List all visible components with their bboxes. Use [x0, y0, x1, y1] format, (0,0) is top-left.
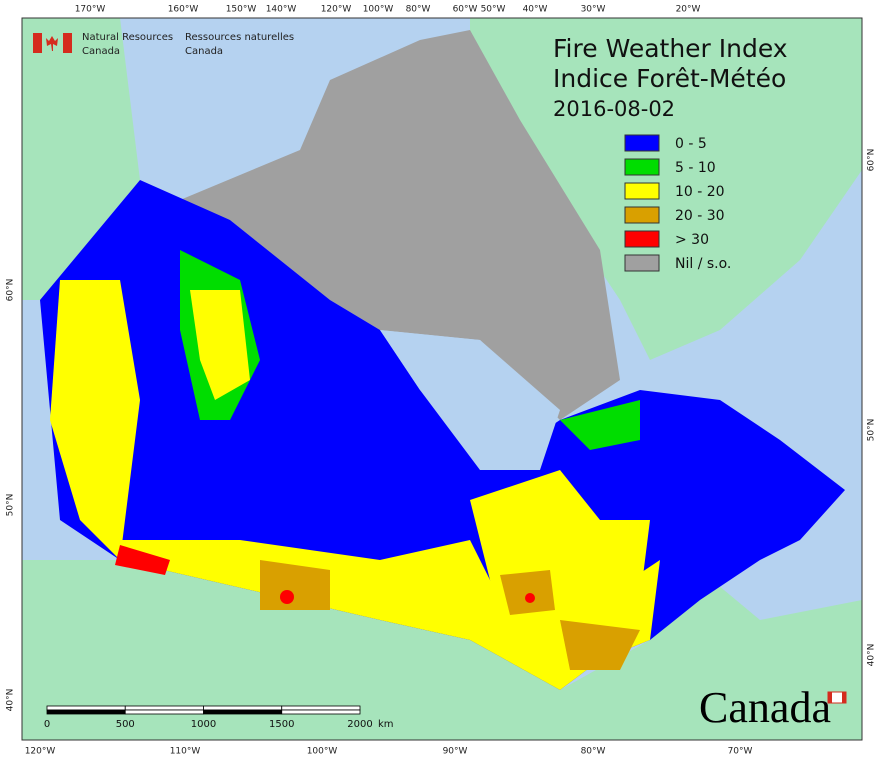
lon-label: 80°W [406, 5, 431, 15]
lat-label: 40°N [6, 689, 16, 712]
scale-label: 2000 [347, 719, 372, 730]
scale-segment [203, 705, 283, 711]
scale-segment [203, 709, 283, 715]
fwi-nwt-y [190, 290, 250, 400]
flag-bar [828, 692, 832, 703]
lat-label: 50°N [6, 494, 16, 517]
frame [21, 17, 863, 741]
lon-label: 150°W [226, 5, 257, 15]
legend: 0 - 5 5 - 10 10 - 20 20 - 30 > 30 Nil / s.o. [624, 134, 731, 272]
scale-label: 0 [44, 719, 50, 730]
scale-label: 1000 [191, 719, 216, 730]
flag-bar [33, 33, 42, 53]
legend-swatch [624, 182, 660, 200]
title-fr: Indice Forêt-Météo [553, 64, 786, 93]
lon-label: 60°W [453, 5, 478, 15]
wordmark: Canada [699, 683, 847, 732]
legend-swatch [624, 230, 660, 248]
fwi-q-g [560, 400, 640, 450]
logo-text: Ressources naturelles [185, 32, 294, 43]
alaska [22, 18, 140, 300]
legend-label: > 30 [675, 232, 709, 248]
flag-bar [842, 692, 846, 703]
scale-bar: 0 500 1000 1500 2000 km [44, 705, 394, 730]
lon-label: 120°W [321, 5, 352, 15]
lon-label: 100°W [307, 747, 338, 757]
legend-swatch [624, 158, 660, 176]
scale-segment [124, 709, 204, 715]
lon-label: 40°W [523, 5, 548, 15]
nrcan-logo: Natural Resources Canada Ressources natu… [33, 32, 294, 57]
flag-bar [63, 33, 72, 53]
scale-segment [281, 709, 361, 715]
lon-label: 120°W [25, 747, 56, 757]
fwi-prairie-o [260, 560, 330, 610]
logo-text: Natural Resources [82, 32, 173, 43]
lon-label: 140°W [266, 5, 297, 15]
map-body [21, 17, 863, 741]
hudson-bay [380, 330, 560, 470]
date: 2016-08-02 [553, 97, 675, 121]
arctic-nil [180, 30, 620, 420]
wordmark-text: Canada [699, 683, 831, 732]
maple-leaf [46, 36, 58, 51]
legend-label: 20 - 30 [675, 208, 725, 224]
fwi-ont-r [525, 593, 535, 603]
lon-label: 70°W [728, 747, 753, 757]
legend-swatch [624, 206, 660, 224]
graticule-labels: 170°W 160°W 150°W 140°W 120°W 100°W 80°W 60°W 50… [6, 5, 877, 757]
lon-label: 80°W [581, 747, 606, 757]
fwi-bc-r [115, 545, 170, 575]
scale-segment [124, 705, 204, 711]
fwi-bc [50, 280, 140, 560]
legend-label: 10 - 20 [675, 184, 725, 200]
lon-label: 90°W [443, 747, 468, 757]
lat-label: 60°N [6, 279, 16, 302]
logo-text: Canada [82, 46, 120, 57]
lon-label: 50°W [481, 5, 506, 15]
legend-label: Nil / s.o. [675, 256, 731, 272]
scale-segment [46, 705, 126, 711]
lon-label: 170°W [75, 5, 106, 15]
fwi-sk-r [280, 590, 294, 604]
scale-unit: km [378, 719, 394, 730]
lat-label: 60°N [867, 149, 877, 172]
lat-label: 50°N [867, 419, 877, 442]
fwi-sont-o [560, 620, 640, 670]
legend-label: 0 - 5 [675, 136, 707, 152]
fwi-south [110, 540, 660, 690]
lon-label: 110°W [170, 747, 201, 757]
logo-text: Canada [185, 46, 223, 57]
fwi-ont-o [500, 570, 555, 615]
greenland [470, 18, 862, 360]
lon-label: 100°W [363, 5, 394, 15]
legend-swatch [624, 254, 660, 272]
lat-label: 40°N [867, 644, 877, 667]
lon-label: 20°W [676, 5, 701, 15]
legend-swatch [624, 134, 660, 152]
scale-segment [46, 709, 126, 715]
title: Fire Weather Index [553, 34, 788, 63]
scale-segment [281, 705, 361, 711]
usa [22, 560, 862, 740]
legend-label: 5 - 10 [675, 160, 716, 176]
lon-label: 160°W [168, 5, 199, 15]
scale-label: 500 [116, 719, 135, 730]
scale-label: 1500 [269, 719, 294, 730]
lon-label: 30°W [581, 5, 606, 15]
